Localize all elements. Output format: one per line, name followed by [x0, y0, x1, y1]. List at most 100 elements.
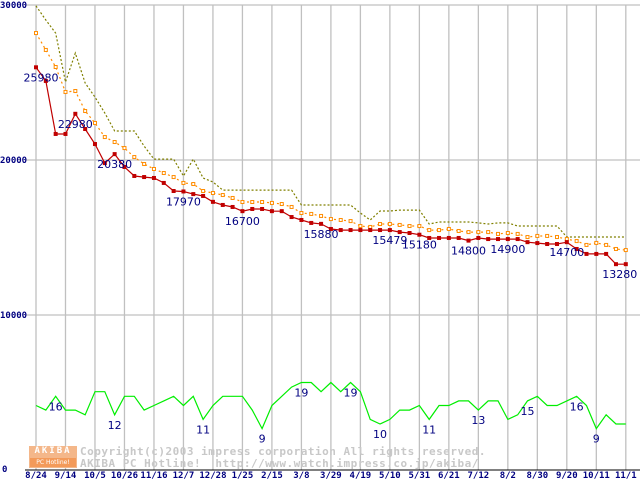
- data-label: 19: [294, 387, 308, 400]
- data-point-min: [171, 189, 176, 193]
- data-label: 11: [422, 423, 436, 436]
- data-point-min: [53, 131, 58, 136]
- data-label: 20380: [97, 158, 132, 171]
- data-point-average: [358, 224, 363, 229]
- data-point-min: [358, 228, 363, 233]
- data-label: 15880: [304, 228, 339, 241]
- data-point-min: [309, 220, 314, 225]
- data-label: 15180: [402, 239, 437, 252]
- logo-text-top: AKIBA: [34, 446, 72, 456]
- x-tick-label: 11/1: [615, 471, 637, 480]
- data-point-min: [545, 242, 550, 247]
- series-line-shop_count: [35, 381, 626, 430]
- data-point-min: [446, 235, 451, 240]
- data-point-min: [73, 111, 78, 116]
- data-point-average: [397, 222, 402, 227]
- data-point-average: [427, 228, 432, 233]
- data-point-average: [437, 228, 442, 233]
- series-line-max: [35, 5, 626, 238]
- data-point-average: [574, 239, 579, 244]
- data-point-min: [132, 173, 137, 178]
- data-point-min: [397, 230, 402, 235]
- site-url-text: AKIBA PC Hotline! http://www.watch.impre…: [80, 457, 479, 470]
- data-point-average: [476, 230, 481, 235]
- data-point-average: [171, 175, 176, 180]
- data-point-min: [613, 262, 618, 267]
- data-point-min: [328, 226, 333, 231]
- data-label: 16700: [225, 215, 260, 228]
- data-label: 9: [593, 433, 600, 446]
- data-point-average: [250, 200, 255, 205]
- data-point-average: [584, 242, 589, 247]
- data-point-min: [417, 232, 422, 237]
- data-point-min: [368, 228, 373, 233]
- series-max: [35, 5, 626, 238]
- data-point-average: [161, 171, 166, 176]
- data-point-average: [269, 200, 274, 205]
- y-tick-label: 10000: [0, 311, 27, 321]
- data-point-min: [604, 251, 609, 256]
- data-point-average: [132, 155, 137, 160]
- data-point-min: [348, 228, 353, 233]
- data-point-average: [299, 211, 304, 216]
- series-shop_count: [35, 381, 626, 430]
- data-point-average: [43, 47, 48, 52]
- x-tick-label: 10/11: [583, 471, 610, 480]
- x-tick-label: 5/10: [379, 471, 401, 480]
- data-point-average: [191, 182, 196, 187]
- data-point-min: [250, 206, 255, 211]
- data-point-min: [210, 199, 215, 204]
- x-tick-label: 8/30: [526, 471, 548, 480]
- data-point-average: [623, 248, 628, 253]
- data-label: 13: [471, 414, 485, 427]
- x-tick-label: 1/25: [232, 471, 254, 480]
- x-tick-label: 8/24: [25, 471, 47, 480]
- data-point-average: [328, 217, 333, 222]
- data-point-min: [584, 251, 589, 256]
- x-tick-label: 10/26: [111, 471, 138, 480]
- data-point-average: [102, 135, 107, 140]
- data-point-average: [564, 237, 569, 242]
- data-point-min: [505, 237, 510, 242]
- x-tick-label: 11/16: [140, 471, 167, 480]
- x-tick-label: 4/19: [350, 471, 372, 480]
- data-point-min: [279, 209, 284, 214]
- x-tick-label: 6/21: [438, 471, 460, 480]
- akiba-logo: AKIBA PC Hotline!: [29, 446, 77, 468]
- data-point-average: [545, 233, 550, 238]
- data-point-min: [102, 161, 107, 166]
- data-point-min: [456, 235, 461, 240]
- x-tick-label: 12/7: [173, 471, 195, 480]
- data-point-average: [73, 89, 78, 94]
- data-point-average: [387, 222, 392, 227]
- data-label: 14800: [451, 245, 486, 258]
- y-tick-label: 0: [2, 465, 7, 475]
- x-tick-label: 9/14: [55, 471, 77, 480]
- x-tick-label: 5/31: [409, 471, 431, 480]
- data-point-average: [142, 162, 147, 167]
- data-point-average: [446, 226, 451, 231]
- data-label: 25980: [24, 71, 59, 84]
- data-point-average: [92, 120, 97, 125]
- data-point-min: [220, 202, 225, 207]
- data-label: 22980: [58, 118, 93, 131]
- x-tick-label: 12/28: [199, 471, 226, 480]
- data-point-average: [279, 202, 284, 207]
- data-point-average: [34, 31, 38, 36]
- data-point-average: [535, 233, 540, 238]
- logo-text-bottom: PC Hotline!: [30, 458, 76, 467]
- data-point-min: [83, 127, 88, 131]
- series-min: [34, 65, 628, 267]
- data-point-min: [486, 237, 491, 242]
- data-point-min: [623, 262, 628, 267]
- x-tick-label: 2/15: [261, 471, 283, 480]
- data-label: 14700: [549, 246, 584, 259]
- data-point-min: [564, 240, 569, 245]
- y-tick-label: 30000: [0, 1, 27, 11]
- data-label: 16: [570, 400, 584, 413]
- data-point-average: [220, 193, 225, 198]
- data-point-min: [378, 228, 383, 233]
- data-point-average: [260, 200, 265, 205]
- data-point-min: [427, 235, 432, 240]
- data-point-average: [151, 166, 156, 171]
